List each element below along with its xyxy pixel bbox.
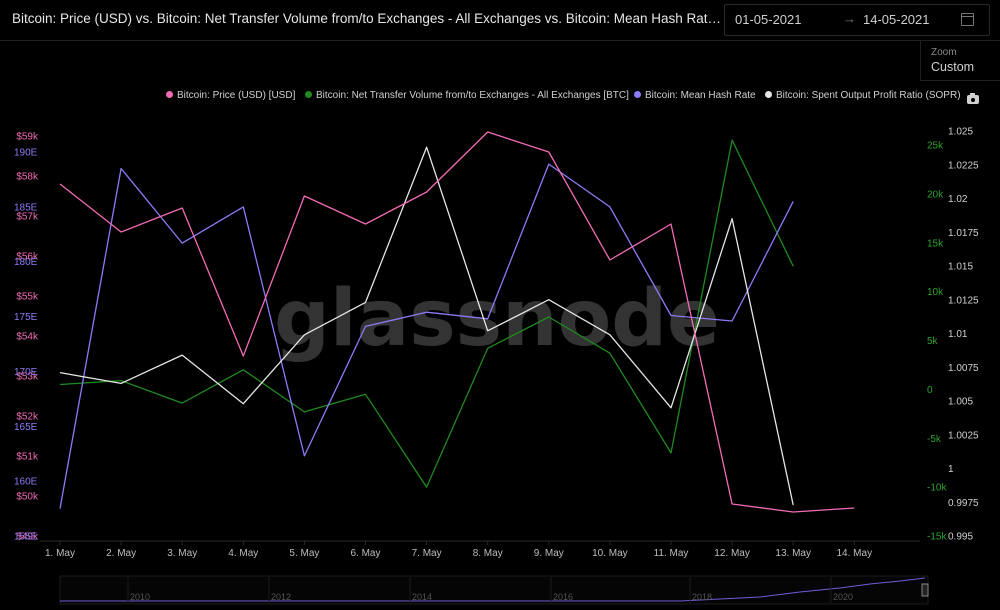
hashrate-axis-tick: 165E [14, 422, 38, 433]
zoom-label: Zoom [931, 47, 957, 58]
netflow-axis-tick: -15k [927, 532, 947, 543]
price-series-line[interactable] [59, 131, 855, 513]
hashrate-axis-tick: 190E [14, 148, 38, 159]
price-axis-tick: $59k [16, 132, 39, 143]
netflow-axis-tick: 15k [927, 238, 944, 249]
navigator[interactable]: 2010 2012 2014 2016 2018 2020 [59, 575, 929, 605]
netflow-axis-tick: 10k [927, 287, 944, 298]
x-axis-tick: 9. May [534, 548, 564, 559]
sopr-axis-tick: 1.02 [948, 194, 968, 205]
navigator-year-label: 2020 [833, 592, 853, 602]
sopr-axis-tick: 1.0175 [948, 228, 979, 239]
zoom-value[interactable]: Custom [931, 60, 975, 74]
navigator-frame[interactable] [59, 575, 929, 605]
left-axis: $49k $50k $51k $52k $53k $54k $55k $56k $57k $58k… [14, 132, 39, 543]
x-axis-tick: 4. May [228, 548, 258, 559]
x-axis-tick: 8. May [473, 548, 503, 559]
legend-dot-sopr [765, 91, 772, 98]
price-axis-tick: $57k [16, 212, 39, 223]
hashrate-axis-tick: 170E [14, 367, 38, 378]
legend-item-hashrate[interactable]: Bitcoin: Mean Hash Rate [634, 90, 756, 101]
zoom-selector[interactable]: Zoom Custom [920, 40, 1000, 81]
price-axis-tick: $50k [16, 492, 39, 503]
sopr-axis-tick: 1.01 [948, 329, 968, 340]
chart-legend: Bitcoin: Price (USD) [USD] Bitcoin: Net … [0, 90, 990, 110]
date-range-picker[interactable]: 01-05-2021 → 14-05-2021 [724, 4, 990, 36]
x-axis-tick: 7. May [412, 548, 442, 559]
watermark-text: glassnode [274, 274, 720, 364]
legend-dot-hashrate [634, 91, 641, 98]
navigator-year-label: 2014 [412, 592, 432, 602]
camera-icon[interactable] [967, 93, 979, 104]
sopr-axis-tick: 1.0125 [948, 295, 979, 306]
netflow-axis-tick: 20k [927, 189, 944, 200]
sopr-axis-tick: 1.005 [948, 397, 973, 408]
x-axis-tick: 1. May [45, 548, 75, 559]
legend-dot-netflow [305, 91, 312, 98]
price-axis-tick: $56k [16, 252, 39, 263]
sopr-series-line[interactable] [59, 146, 794, 506]
legend-dot-price [166, 91, 173, 98]
sopr-axis-tick: 1.0075 [948, 363, 979, 374]
price-axis-tick: $53k [16, 372, 39, 383]
series-layer [59, 131, 855, 513]
legend-label-price: Bitcoin: Price (USD) [USD] [177, 90, 296, 101]
navigator-year-label: 2010 [130, 592, 150, 602]
navigator-years: 2010 2012 2014 2016 2018 2020 [127, 577, 853, 603]
navigator-year-label: 2016 [553, 592, 573, 602]
sopr-axis-tick: 1.0225 [948, 160, 979, 171]
arrow-right-icon: → [843, 11, 856, 26]
chart-header: Bitcoin: Price (USD) vs. Bitcoin: Net Tr… [0, 0, 1000, 41]
calendar-icon[interactable] [961, 13, 974, 26]
sopr-axis-tick: 0.9975 [948, 498, 979, 509]
x-axis-tick: 13. May [775, 548, 811, 559]
hashrate-axis-tick: 155E [14, 532, 38, 543]
x-axis: 1. May 2. May 3. May 4. May 5. May 6. May 7. M… [45, 541, 872, 559]
hashrate-axis-tick: 180E [14, 257, 38, 268]
x-axis-tick: 3. May [167, 548, 197, 559]
x-axis-tick: 11. May [654, 548, 689, 559]
legend-item-price[interactable]: Bitcoin: Price (USD) [USD] [166, 90, 295, 101]
legend-item-sopr[interactable]: Bitcoin: Spent Output Profit Ratio (SOPR… [765, 90, 961, 101]
navigator-year-label: 2018 [692, 592, 712, 602]
netflow-axis-tick: -10k [927, 483, 947, 494]
sopr-axis-tick: 1.015 [948, 262, 973, 273]
date-start-input[interactable]: 01-05-2021 [735, 12, 802, 27]
x-axis-tick: 14. May [837, 548, 873, 559]
x-axis-tick: 5. May [289, 548, 319, 559]
sopr-axis-tick: 1.0025 [948, 430, 979, 441]
legend-label-sopr: Bitcoin: Spent Output Profit Ratio (SOPR… [776, 90, 961, 101]
x-axis-tick: 2. May [106, 548, 136, 559]
hashrate-series-line[interactable] [59, 163, 794, 509]
netflow-axis-tick: 25k [927, 141, 944, 152]
legend-item-netflow[interactable]: Bitcoin: Net Transfer Volume from/to Exc… [305, 90, 629, 101]
price-axis-tick: $52k [16, 412, 39, 423]
sopr-axis-tick: 1.025 [948, 127, 973, 138]
netflow-axis-tick: 0 [927, 385, 933, 396]
netflow-axis-tick: -5k [927, 434, 942, 445]
netflow-axis-tick: 5k [927, 336, 939, 347]
legend-label-netflow: Bitcoin: Net Transfer Volume from/to Exc… [316, 90, 629, 101]
price-axis-tick: $51k [16, 452, 39, 463]
navigator-handle[interactable] [921, 583, 929, 597]
sopr-axis-tick: 1 [948, 464, 954, 475]
netflow-series-line[interactable] [59, 139, 794, 488]
price-axis-tick: $55k [16, 292, 39, 303]
x-axis-tick: 10. May [592, 548, 628, 559]
hashrate-axis-tick: 175E [14, 312, 38, 323]
price-axis-tick: $49k [16, 532, 39, 543]
date-end-input[interactable]: 14-05-2021 [863, 12, 930, 27]
navigator-series-line [60, 577, 926, 602]
sopr-axis-tick: 0.995 [948, 532, 973, 543]
x-axis-tick: 12. May [714, 548, 750, 559]
price-axis-tick: $58k [16, 172, 39, 183]
legend-label-hashrate: Bitcoin: Mean Hash Rate [645, 90, 756, 101]
hashrate-axis-tick: 160E [14, 477, 38, 488]
right-axis: -15k -10k -5k 0 5k 10k 15k 20k 25k 0.995 0.9975 1 1.… [927, 127, 979, 543]
x-axis-tick: 6. May [350, 548, 380, 559]
navigator-year-label: 2012 [271, 592, 291, 602]
hashrate-axis-tick: 185E [14, 202, 38, 213]
price-axis-tick: $54k [16, 332, 39, 343]
